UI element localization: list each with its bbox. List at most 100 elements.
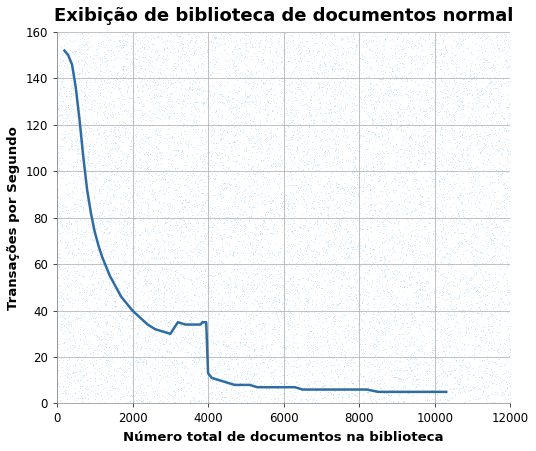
Point: [430, 289, 439, 296]
Point: [333, 370, 341, 377]
Point: [144, 208, 153, 216]
Point: [386, 87, 395, 94]
Point: [101, 320, 110, 327]
Point: [237, 191, 246, 198]
Point: [86, 374, 94, 381]
Point: [474, 385, 482, 392]
Point: [415, 263, 424, 271]
Point: [387, 321, 396, 328]
Point: [416, 105, 425, 112]
Point: [331, 219, 339, 226]
Point: [83, 92, 92, 99]
Point: [115, 364, 124, 371]
Point: [139, 385, 148, 392]
Point: [118, 119, 127, 126]
Point: [55, 101, 63, 109]
Point: [328, 63, 337, 70]
Point: [263, 298, 271, 305]
Point: [501, 169, 510, 176]
Point: [338, 233, 346, 240]
Point: [221, 356, 230, 364]
Point: [201, 247, 210, 254]
Point: [386, 338, 394, 345]
Point: [89, 360, 98, 367]
Point: [281, 40, 290, 47]
Point: [112, 243, 121, 250]
Point: [318, 145, 326, 152]
Point: [327, 64, 336, 71]
Point: [58, 111, 66, 119]
Point: [362, 162, 370, 170]
Point: [371, 370, 379, 377]
Point: [229, 267, 237, 274]
Point: [219, 340, 227, 347]
Point: [141, 280, 150, 287]
Point: [276, 244, 284, 251]
Point: [159, 398, 168, 405]
Point: [321, 152, 329, 160]
Point: [466, 59, 474, 66]
Point: [469, 317, 478, 324]
Point: [55, 382, 63, 389]
Point: [195, 382, 203, 389]
Point: [325, 82, 333, 89]
Point: [64, 314, 73, 322]
Point: [427, 266, 436, 273]
Point: [502, 57, 510, 64]
Point: [417, 138, 426, 146]
Point: [96, 60, 105, 67]
Point: [449, 74, 457, 82]
Point: [423, 195, 432, 202]
Point: [492, 224, 500, 231]
Point: [152, 170, 161, 177]
Point: [413, 376, 421, 383]
Point: [185, 37, 194, 44]
Point: [54, 73, 63, 80]
Point: [477, 87, 485, 95]
Point: [320, 286, 329, 294]
Point: [113, 32, 122, 40]
Point: [405, 134, 414, 142]
Point: [391, 294, 399, 301]
Point: [205, 215, 214, 222]
Point: [505, 175, 514, 182]
Point: [235, 379, 244, 387]
Point: [83, 29, 92, 37]
Point: [114, 293, 122, 300]
Point: [79, 295, 88, 302]
Point: [468, 106, 477, 113]
Point: [315, 233, 323, 240]
Point: [187, 351, 196, 358]
Point: [494, 167, 502, 174]
Point: [162, 135, 171, 143]
Point: [360, 81, 369, 88]
Point: [366, 170, 374, 178]
Point: [56, 291, 64, 299]
Point: [350, 184, 359, 192]
Point: [166, 217, 174, 224]
Point: [381, 400, 390, 407]
Point: [451, 295, 460, 302]
Point: [224, 37, 233, 44]
Point: [173, 63, 182, 70]
Point: [260, 292, 269, 299]
Point: [410, 308, 419, 316]
Point: [374, 285, 382, 292]
Point: [285, 58, 293, 65]
Point: [196, 133, 205, 140]
Point: [165, 28, 173, 36]
Point: [335, 282, 344, 290]
Point: [103, 61, 111, 69]
Point: [207, 287, 215, 295]
Point: [69, 206, 77, 213]
Point: [296, 54, 304, 61]
Point: [257, 345, 266, 352]
Point: [347, 115, 355, 123]
Point: [72, 121, 80, 129]
Point: [87, 101, 95, 108]
Point: [317, 95, 326, 102]
Point: [182, 87, 190, 94]
Point: [345, 189, 354, 197]
Point: [407, 339, 415, 346]
Point: [500, 288, 508, 295]
